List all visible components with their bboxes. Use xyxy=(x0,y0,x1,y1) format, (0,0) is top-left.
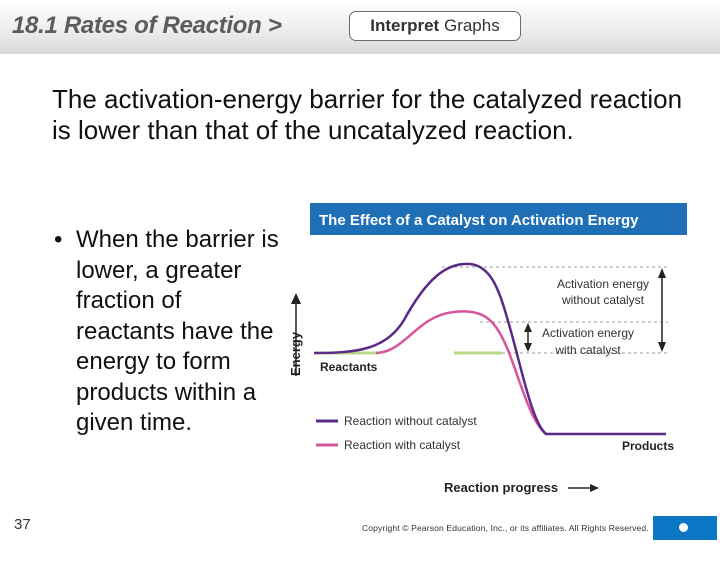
annotation-with-line2: with catalyst xyxy=(554,343,621,357)
graphs-label: Graphs xyxy=(443,16,500,35)
curve-with-catalyst xyxy=(375,310,547,435)
annotation-with-line1: Activation energy xyxy=(542,326,634,340)
pearson-logo-text: PEARSON xyxy=(657,546,713,558)
interpret-graphs-label: Interpret Graphs xyxy=(349,11,521,41)
bullet-icon: • xyxy=(54,226,63,253)
energy-arrowhead-icon xyxy=(291,293,301,304)
products-label: Products xyxy=(622,439,674,453)
bullet-list: • When the barrier is lower, a greater fr… xyxy=(52,225,282,439)
copyright-text: Copyright © Pearson Education, Inc., or … xyxy=(362,523,649,533)
legend-label-with: Reaction with catalyst xyxy=(344,438,461,452)
section-title: 18.1 Rates of Reaction > xyxy=(12,12,282,39)
slide-header: 18.1 Rates of Reaction > Interpret Graph… xyxy=(0,0,720,54)
activation-without-arrowheads-icon xyxy=(658,268,666,352)
activation-with-arrowheads-icon xyxy=(524,323,532,352)
reactants-label: Reactants xyxy=(320,360,378,374)
figure-title: The Effect of a Catalyst on Activation E… xyxy=(319,212,639,229)
legend-label-without: Reaction without catalyst xyxy=(344,414,477,428)
figure-title-bar xyxy=(310,203,687,235)
progress-arrowhead-icon xyxy=(590,484,599,492)
pearson-mark-icon xyxy=(679,523,688,532)
slide-number: 37 xyxy=(14,516,31,533)
bullet-item: • When the barrier is lower, a greater fr… xyxy=(52,225,282,439)
reaction-progress-label: Reaction progress xyxy=(444,480,558,495)
interpret-label: Interpret xyxy=(370,16,440,35)
curve-without-catalyst xyxy=(313,262,666,436)
intro-paragraph: The activation-energy barrier for the ca… xyxy=(52,84,683,145)
annotation-without-line1: Activation energy xyxy=(557,277,649,291)
bullet-text: When the barrier is lower, a greater fra… xyxy=(76,226,279,436)
slide: 18.1 Rates of Reaction > Interpret Graph… xyxy=(0,0,720,540)
annotation-without-line2: without catalyst xyxy=(561,293,645,307)
catalyst-energy-diagram: The Effect of a Catalyst on Activation E… xyxy=(288,203,687,495)
pearson-logo: PEARSON xyxy=(653,516,717,558)
